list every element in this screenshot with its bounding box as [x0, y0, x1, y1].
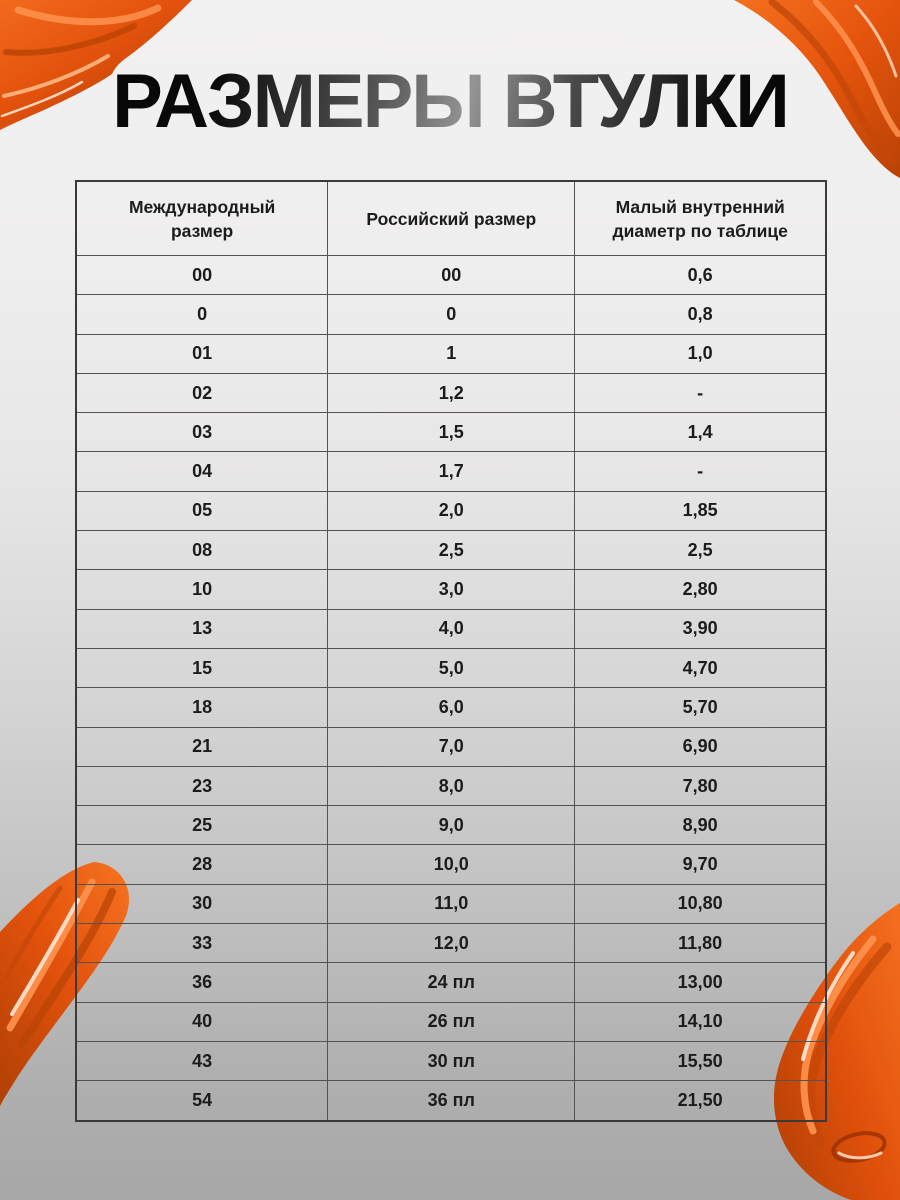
- table-row: 28 10,0 9,70: [75, 844, 827, 885]
- table-cell: 15,50: [574, 1040, 827, 1082]
- table-cell: 1,4: [574, 412, 827, 453]
- header-inner-diameter: Малый внутренний диаметр по таблице: [574, 180, 827, 256]
- table-header-row: Международный размер Российский размер М…: [75, 180, 827, 256]
- table-cell: 5,70: [574, 687, 827, 728]
- table-cell: 26 пл: [327, 1001, 576, 1042]
- table-cell: 40: [75, 1001, 329, 1042]
- table-cell: 33: [75, 923, 329, 964]
- table-cell: 11,80: [574, 923, 827, 964]
- table-cell: 2,0: [327, 490, 576, 532]
- table-cell: 7,0: [327, 726, 576, 767]
- table-row: 33 12,0 11,80: [75, 923, 827, 964]
- table-cell: 23: [75, 765, 329, 807]
- table-cell: 8,0: [327, 765, 576, 807]
- table-cell: 7,80: [574, 765, 827, 807]
- table-row: 18 6,0 5,70: [75, 687, 827, 728]
- table-cell: 1,85: [574, 490, 827, 532]
- table-cell: 08: [75, 530, 329, 571]
- table-cell: 2,5: [574, 530, 827, 571]
- table-cell: 1,0: [574, 333, 827, 374]
- table-row: 02 1,2-: [75, 372, 827, 414]
- table-row: 01 1 1,0: [75, 333, 827, 374]
- table-row: 21 7,0 6,90: [75, 726, 827, 767]
- table-row: 00 00 0,6: [75, 254, 827, 296]
- table-row: 13 4,0 3,90: [75, 608, 827, 649]
- table-row: 04 1,7-: [75, 451, 827, 492]
- table-row: 15 5,0 4,70: [75, 647, 827, 689]
- table-cell: 28: [75, 844, 329, 885]
- table-cell: -: [574, 372, 827, 414]
- table-cell: 2,80: [574, 569, 827, 610]
- table-row: 30 11,0 10,80: [75, 883, 827, 925]
- table-cell: 24 пл: [327, 962, 576, 1003]
- table-row: 0 0 0,8: [75, 294, 827, 335]
- table-cell: 1,2: [327, 372, 576, 414]
- table-row: 40 26 пл 14,10: [75, 1001, 827, 1042]
- table-cell: 2,5: [327, 530, 576, 571]
- table-cell: 5,0: [327, 647, 576, 689]
- table-cell: 14,10: [574, 1001, 827, 1042]
- table-cell: 1: [327, 333, 576, 374]
- table-cell: 9,0: [327, 805, 576, 846]
- header-russian-size: Российский размер: [327, 180, 576, 256]
- table-body: 00 00 0,6 0 0 0,8 01 1 1,0 02 1,2-03 1,5 1,4 04 1,7-05…: [75, 254, 827, 1122]
- table-cell: 21: [75, 726, 329, 767]
- table-cell: 0: [327, 294, 576, 335]
- table-cell: 05: [75, 490, 329, 532]
- table-row: 43 30 пл 15,50: [75, 1040, 827, 1082]
- table-cell: 54: [75, 1080, 329, 1122]
- table-cell: 4,0: [327, 608, 576, 649]
- table-cell: 0,6: [574, 254, 827, 296]
- header-international-size: Международный размер: [75, 180, 329, 256]
- table-row: 54 36 пл 21,50: [75, 1080, 827, 1122]
- table-cell: 10: [75, 569, 329, 610]
- table-cell: 6,0: [327, 687, 576, 728]
- table-cell: 6,90: [574, 726, 827, 767]
- table-cell: 30: [75, 883, 329, 925]
- table-row: 10 3,0 2,80: [75, 569, 827, 610]
- table-cell: 36 пл: [327, 1080, 576, 1122]
- table-row: 08 2,5 2,5: [75, 530, 827, 571]
- table-cell: 1,5: [327, 412, 576, 453]
- table-row: 05 2,0 1,85: [75, 490, 827, 532]
- table-row: 23 8,0 7,80: [75, 765, 827, 807]
- table-cell: 21,50: [574, 1080, 827, 1122]
- table-cell: 3,0: [327, 569, 576, 610]
- table-cell: 00: [75, 254, 329, 296]
- table-cell: 03: [75, 412, 329, 453]
- table-row: 25 9,0 8,90: [75, 805, 827, 846]
- table-cell: 1,7: [327, 451, 576, 492]
- table-header: Международный размер Российский размер М…: [75, 180, 827, 256]
- table-cell: 36: [75, 962, 329, 1003]
- table-cell: 11,0: [327, 883, 576, 925]
- table-cell: 10,80: [574, 883, 827, 925]
- page-title: РАЗМЕРЫ ВТУЛКИ: [0, 58, 900, 145]
- table-cell: 3,90: [574, 608, 827, 649]
- table-cell: 02: [75, 372, 329, 414]
- table-cell: 01: [75, 333, 329, 374]
- table-cell: 8,90: [574, 805, 827, 846]
- table-cell: 25: [75, 805, 329, 846]
- table-cell: 18: [75, 687, 329, 728]
- table-row: 36 24 пл 13,00: [75, 962, 827, 1003]
- table-row: 03 1,5 1,4: [75, 412, 827, 453]
- table-cell: 9,70: [574, 844, 827, 885]
- table-cell: 04: [75, 451, 329, 492]
- table-cell: 0,8: [574, 294, 827, 335]
- table-cell: 00: [327, 254, 576, 296]
- table-cell: -: [574, 451, 827, 492]
- table-cell: 43: [75, 1040, 329, 1082]
- table-cell: 0: [75, 294, 329, 335]
- table-cell: 13,00: [574, 962, 827, 1003]
- table-cell: 10,0: [327, 844, 576, 885]
- table-cell: 15: [75, 647, 329, 689]
- table-cell: 4,70: [574, 647, 827, 689]
- table-cell: 13: [75, 608, 329, 649]
- table-cell: 30 пл: [327, 1040, 576, 1082]
- size-table: Международный размер Российский размер М…: [75, 180, 827, 1122]
- table-cell: 12,0: [327, 923, 576, 964]
